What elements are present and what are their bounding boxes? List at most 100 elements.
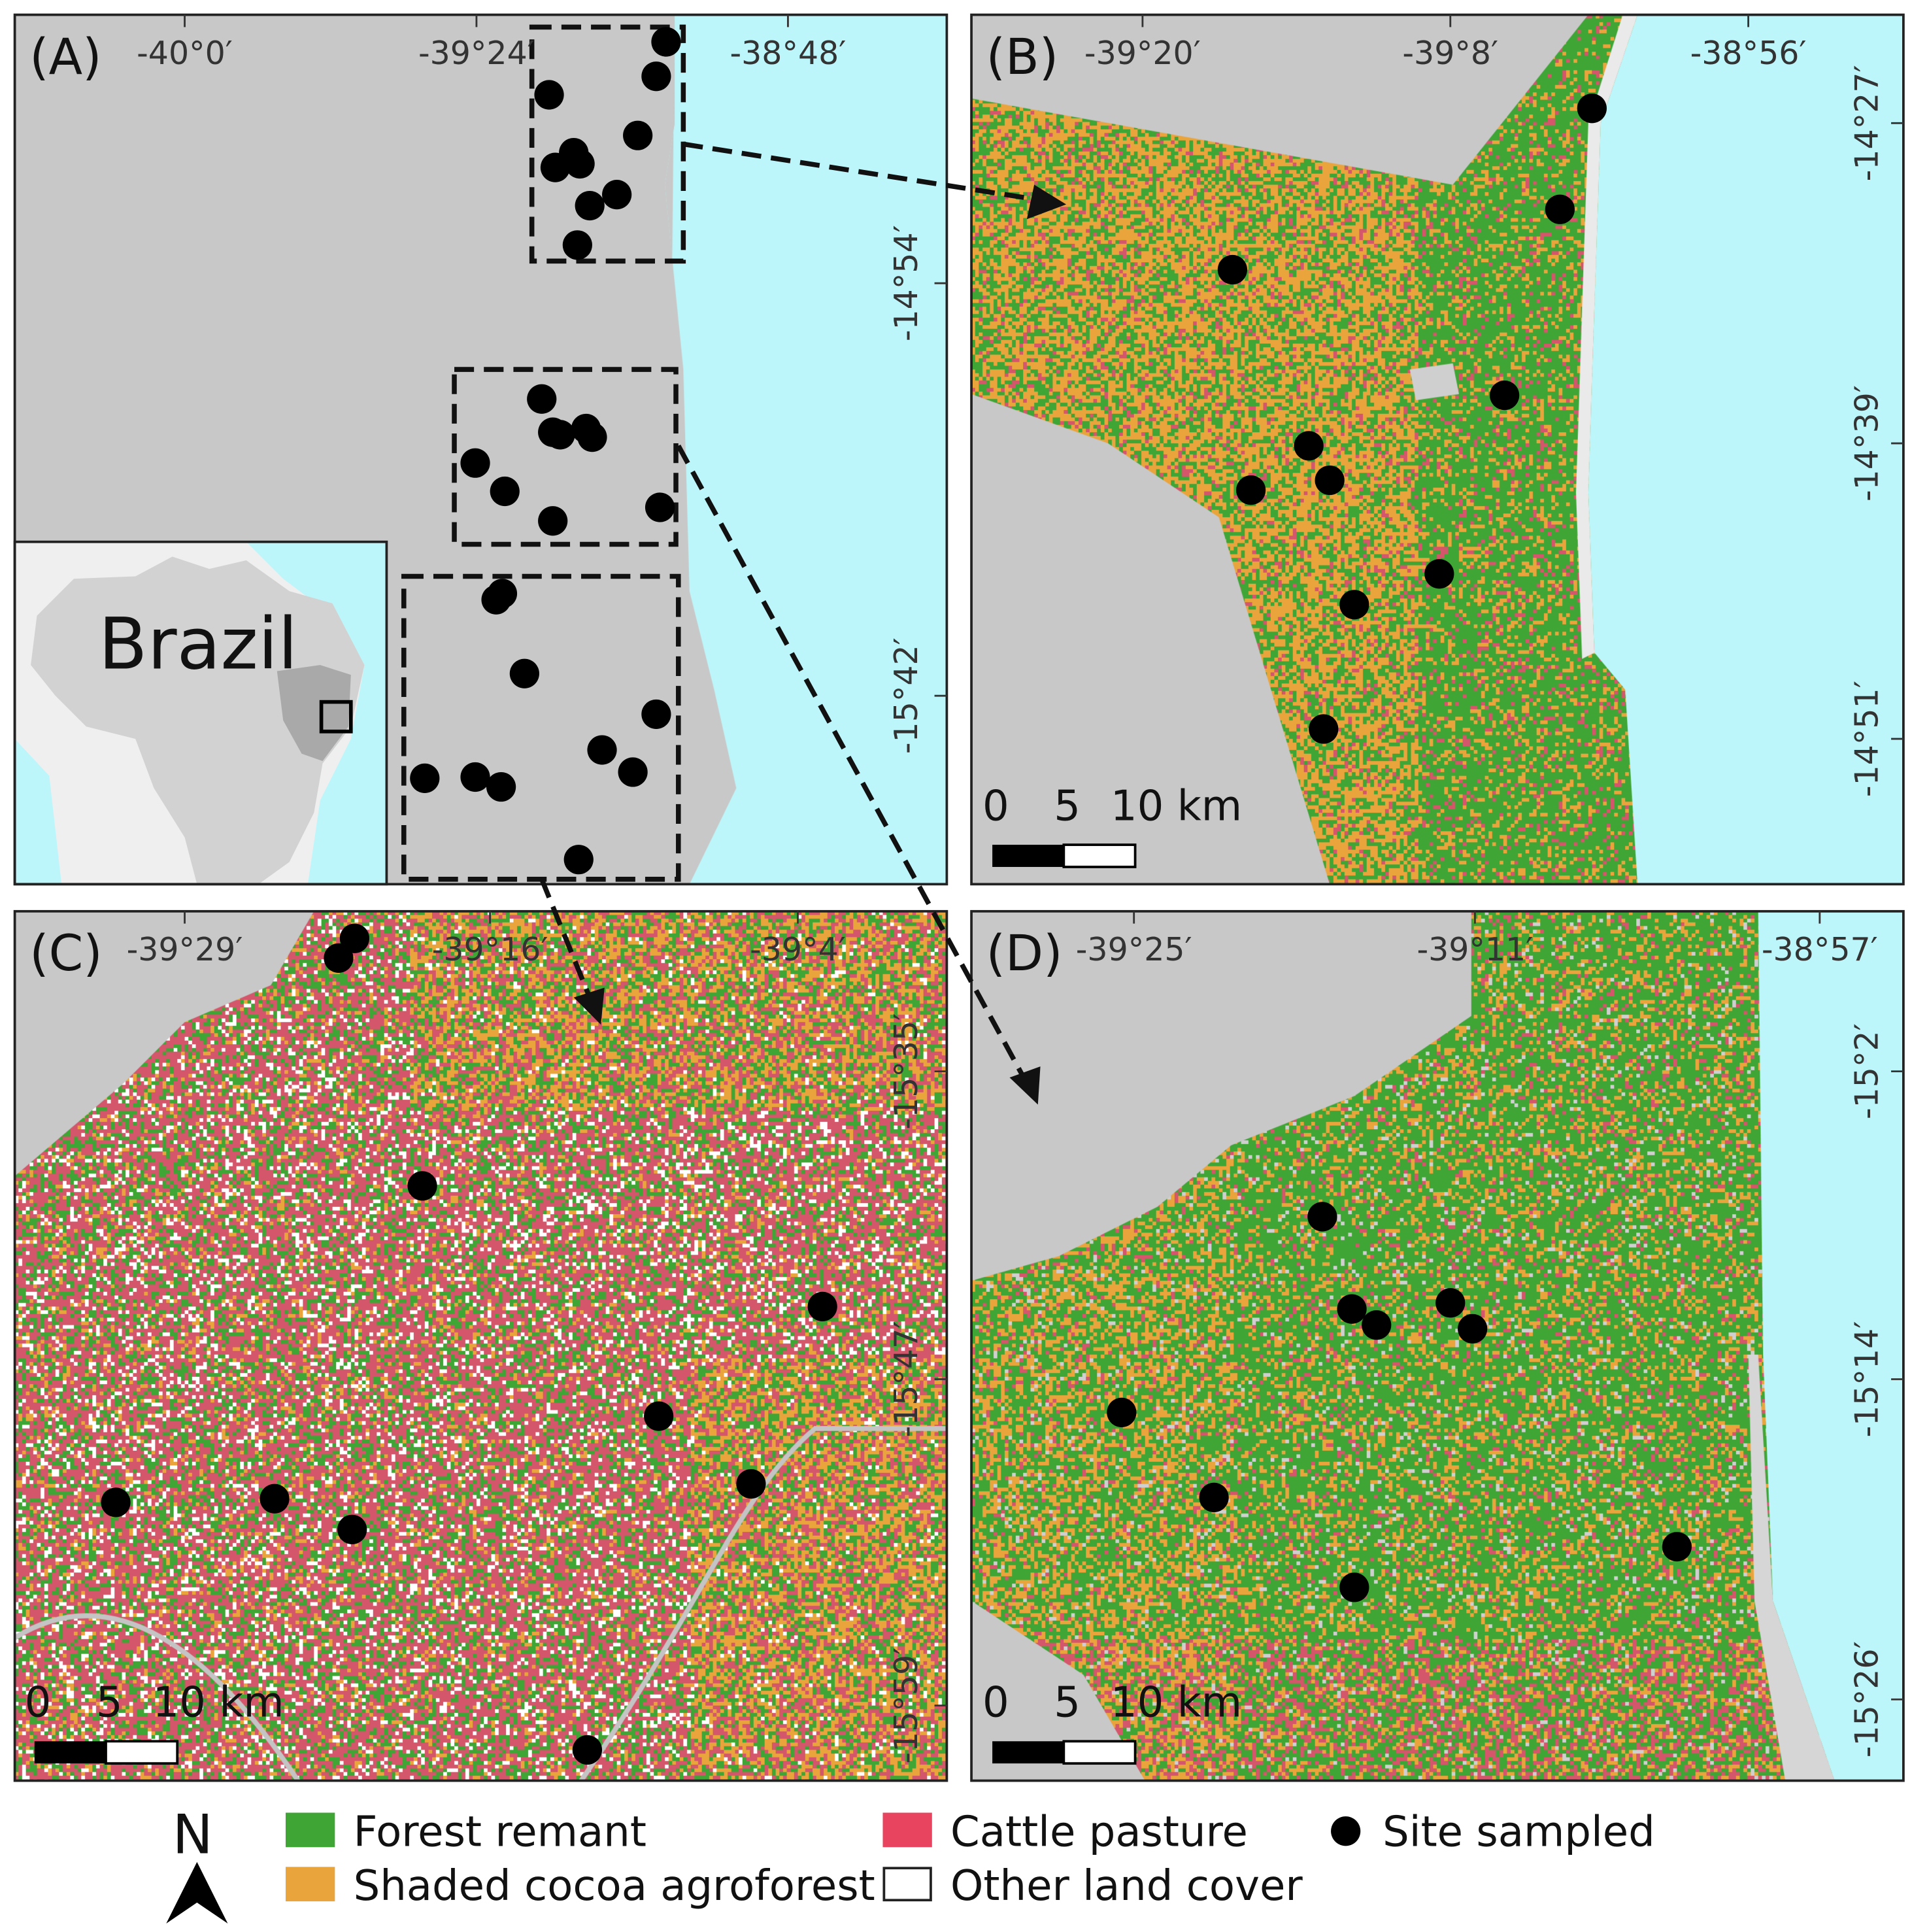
site-marker (563, 845, 594, 875)
panel-b-frame (970, 13, 1905, 886)
scale-bar-d: 0 5 10 km (982, 1679, 1242, 1765)
x-tick-label: -39°29′ (127, 931, 243, 968)
scale-bar-c: 0 5 10 km (25, 1679, 284, 1765)
legend-swatch-other (882, 1867, 932, 1902)
panel-c-frame (13, 909, 948, 1782)
site-marker (1362, 1310, 1392, 1340)
x-tick-label: -39°8′ (1402, 35, 1498, 72)
site-marker (460, 448, 490, 478)
legend-label-cocoa: Shaded cocoa agroforest (354, 1862, 875, 1910)
site-marker (1294, 431, 1324, 461)
site-marker (572, 1735, 603, 1765)
site-marker (736, 1469, 766, 1499)
y-tick-label: -15°2′ (1848, 1023, 1885, 1119)
study-area-box (319, 700, 353, 734)
x-tick-label: -39°16′ (432, 931, 548, 968)
site-marker (1490, 381, 1520, 411)
arrowhead-icon (1026, 184, 1067, 220)
legend-swatch-cocoa (285, 1867, 335, 1902)
arrowhead-icon (1009, 1066, 1041, 1105)
scale-bar-b: 0 5 10 km (982, 782, 1242, 868)
extent-box-c (401, 573, 681, 882)
site-marker (545, 420, 575, 450)
site-marker (481, 585, 511, 615)
extent-box-d (452, 367, 679, 547)
site-marker (807, 1291, 837, 1321)
brazil-inset: Brazil (14, 541, 387, 885)
site-marker (641, 61, 671, 92)
site-marker (1424, 559, 1454, 589)
bahia-state (277, 665, 351, 762)
x-tick-label: -39°11′ (1417, 931, 1533, 968)
panel-c-map (14, 911, 947, 1781)
site-marker (575, 190, 605, 221)
x-tick-label: -39°20′ (1084, 35, 1201, 72)
legend-label-pasture: Cattle pasture (950, 1808, 1248, 1856)
site-marker (1435, 1288, 1466, 1318)
y-tick-label: -15°42′ (888, 637, 925, 754)
scale-label: 5 (96, 1679, 123, 1727)
site-marker (651, 27, 681, 57)
scale-label: 5 (1054, 1679, 1081, 1727)
legend-label-other: Other land cover (950, 1862, 1303, 1910)
site-marker (644, 1401, 674, 1431)
site-marker (1309, 714, 1339, 744)
panel-label-c: (C) (29, 924, 102, 982)
site-marker (490, 476, 520, 507)
site-marker (562, 230, 592, 260)
site-marker (618, 757, 648, 787)
site-marker (407, 1171, 437, 1201)
y-tick-label: -14°27′ (1848, 65, 1885, 181)
site-marker (260, 1483, 290, 1514)
scale-label: 10 km (1111, 1679, 1242, 1727)
legend-swatch-pasture (882, 1812, 932, 1848)
y-tick-label: -15°47′ (888, 1321, 925, 1438)
site-marker (337, 1514, 367, 1544)
y-tick-label: -14°51′ (1848, 681, 1885, 797)
site-marker (1307, 1202, 1337, 1232)
legend-label-forest: Forest remant (354, 1808, 646, 1856)
arrow-to-c (539, 878, 595, 1005)
brazil-shape (31, 556, 365, 885)
x-tick-label: -38°56′ (1690, 35, 1807, 72)
extent-box-b (529, 24, 686, 264)
site-marker (1458, 1313, 1488, 1344)
x-tick-label: -39°25′ (1076, 931, 1192, 968)
arrow-to-d (676, 445, 1027, 1080)
panel-a-frame (13, 13, 948, 886)
site-marker (540, 152, 571, 182)
site-marker (1107, 1397, 1137, 1427)
site-marker (1662, 1532, 1692, 1562)
site-marker (486, 771, 516, 802)
site-marker (1545, 194, 1575, 224)
north-label: N (173, 1803, 213, 1867)
north-arrow-icon (166, 1861, 228, 1924)
y-tick-label: -15°14′ (1848, 1321, 1885, 1438)
y-tick-label: -15°59′ (888, 1648, 925, 1764)
site-marker (339, 923, 370, 953)
site-marker (460, 762, 490, 792)
panel-label-b: (B) (986, 28, 1058, 86)
legend-site-icon (1331, 1816, 1361, 1846)
site-marker (641, 699, 671, 730)
x-tick-label: -38°57′ (1762, 931, 1878, 968)
panel-d-frame (970, 909, 1905, 1782)
scale-label: 0 (982, 782, 1009, 830)
scale-label: 10 km (1111, 782, 1242, 830)
panel-b-map (971, 14, 1904, 885)
site-marker (587, 735, 617, 765)
x-tick-label: -40°0′ (137, 35, 233, 72)
y-tick-label: -14°39′ (1848, 385, 1885, 501)
y-tick-label: -15°26′ (1848, 1641, 1885, 1757)
site-marker (324, 943, 354, 973)
scale-label: 0 (25, 1679, 52, 1727)
legend-swatch-forest (285, 1812, 335, 1848)
y-tick-label: -15°35′ (888, 1013, 925, 1130)
panel-d-map (971, 911, 1904, 1781)
legend-label-site: Site sampled (1383, 1808, 1655, 1856)
site-marker (101, 1487, 131, 1517)
x-tick-label: -38°48′ (730, 35, 846, 72)
site-marker (623, 120, 653, 150)
site-marker (1217, 254, 1247, 285)
